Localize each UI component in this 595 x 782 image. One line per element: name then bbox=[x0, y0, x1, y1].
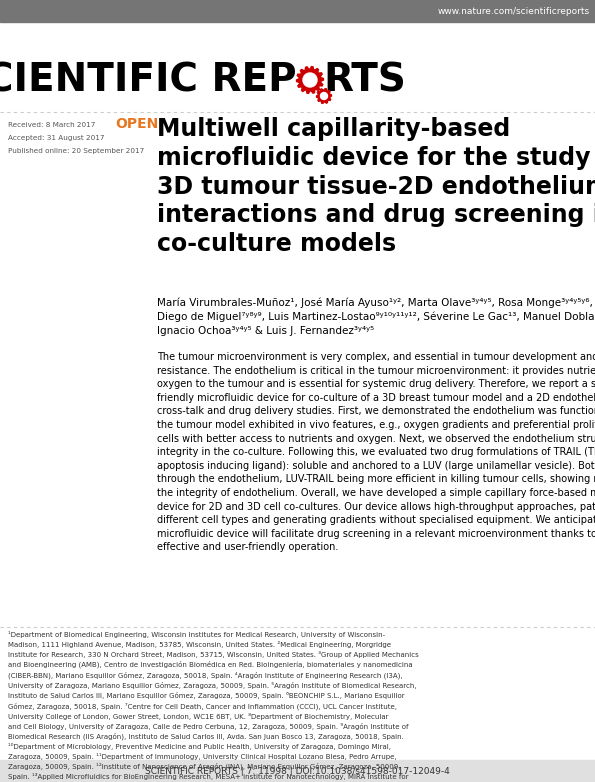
Circle shape bbox=[303, 73, 317, 87]
Circle shape bbox=[306, 76, 314, 84]
Text: María Virumbrales-Muñoz¹, José María Ayuso¹ʸ², Marta Olave³ʸ⁴ʸ⁵, Rosa Monge³ʸ⁴ʸ⁵: María Virumbrales-Muñoz¹, José María Ayu… bbox=[157, 297, 595, 336]
Text: OPEN: OPEN bbox=[115, 117, 158, 131]
Text: ¹Department of Biomedical Engineering, Wisconsin Institutes for Medical Research: ¹Department of Biomedical Engineering, W… bbox=[8, 631, 419, 782]
Text: Multiwell capillarity-based
microfluidic device for the study of
3D tumour tissu: Multiwell capillarity-based microfluidic… bbox=[157, 117, 595, 256]
Text: RTS: RTS bbox=[323, 61, 406, 99]
Circle shape bbox=[321, 92, 327, 99]
Polygon shape bbox=[296, 66, 324, 93]
Text: The tumour microenvironment is very complex, and essential in tumour development: The tumour microenvironment is very comp… bbox=[157, 352, 595, 552]
Text: SCIENTIFIC REPORTS | 7: 11998 | DOI:10.1038/s41598-017-12049-4: SCIENTIFIC REPORTS | 7: 11998 | DOI:10.1… bbox=[145, 766, 449, 776]
Text: Received: 8 March 2017: Received: 8 March 2017 bbox=[8, 122, 95, 128]
Text: SCIENTIFIC REP: SCIENTIFIC REP bbox=[0, 61, 297, 99]
Bar bbox=[0, 0, 595, 22]
Text: www.nature.com/scientificreports: www.nature.com/scientificreports bbox=[438, 6, 590, 16]
Text: Accepted: 31 August 2017: Accepted: 31 August 2017 bbox=[8, 135, 105, 141]
Polygon shape bbox=[317, 88, 331, 103]
Text: Published online: 20 September 2017: Published online: 20 September 2017 bbox=[8, 148, 144, 154]
Bar bbox=[0, 760, 595, 782]
